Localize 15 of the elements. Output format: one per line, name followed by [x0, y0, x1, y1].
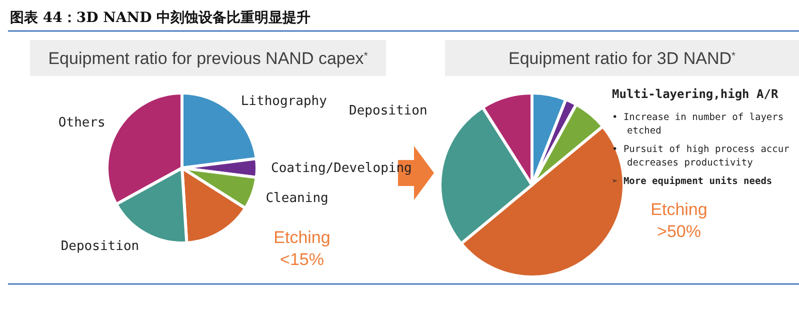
slice-label: Deposition	[60, 238, 140, 254]
data-label: >50%	[657, 222, 701, 241]
chart-title: Equipment ratio for previous NAND capex$^{*}$	[48, 49, 368, 68]
slice-label: Etching	[274, 228, 330, 247]
text: ➢ More equipment units needs	[612, 176, 772, 187]
slice-label: Lithography	[240, 94, 328, 110]
slice-label: Etching	[650, 200, 708, 219]
data-label: <15%	[280, 250, 324, 269]
slice-label: Others	[58, 116, 106, 131]
slice-label: Deposition	[349, 103, 428, 118]
slice-label: Cleaning	[266, 191, 328, 206]
chart-title: Equipment ratio for 3D NAND$^{*}$	[508, 49, 736, 68]
text: 图表 44：3D NAND 中刻蚀设备比重明显提升	[10, 9, 311, 26]
text: Multi-layering,high A/R	[612, 87, 779, 101]
text: • Increase in number of layers etched	[612, 112, 784, 136]
